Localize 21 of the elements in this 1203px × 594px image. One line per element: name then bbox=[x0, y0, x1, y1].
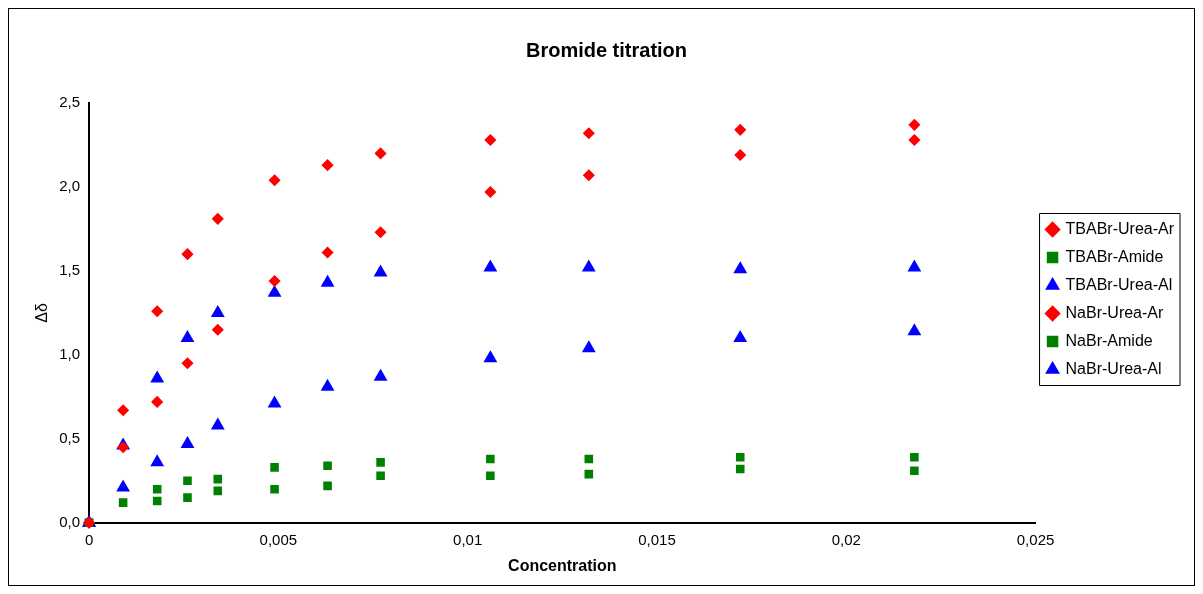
y-tick-label: 1,5 bbox=[59, 261, 81, 279]
x-tick-label: 0,025 bbox=[1016, 530, 1055, 548]
x-tick-label: 0 bbox=[84, 530, 94, 548]
chart-title: Bromide titration bbox=[525, 38, 688, 61]
y-axis-title: Δδ bbox=[33, 303, 51, 323]
legend-label: NaBr-Urea-Al bbox=[1065, 359, 1162, 377]
y-tick-label: 1,0 bbox=[59, 345, 81, 363]
y-tick-label: 2,0 bbox=[59, 177, 81, 195]
y-tick-label: 0,5 bbox=[59, 428, 81, 446]
x-tick-label: 0,01 bbox=[453, 530, 483, 548]
x-axis-title: Concentration bbox=[508, 556, 617, 574]
x-tick-label: 0,015 bbox=[638, 530, 676, 548]
x-tick-label: 0,005 bbox=[259, 530, 298, 548]
x-tick-label: 0,02 bbox=[831, 530, 861, 548]
y-tick-label: 2,5 bbox=[59, 93, 81, 111]
legend-label: TBABr-Urea-Al bbox=[1065, 275, 1173, 293]
legend-label: NaBr-Urea-Ar bbox=[1065, 303, 1165, 321]
legend-label: TBABr-Amide bbox=[1065, 247, 1164, 265]
legend-label: NaBr-Amide bbox=[1065, 331, 1153, 349]
y-tick-label: 0,0 bbox=[59, 512, 81, 530]
legend-label: TBABr-Urea-Ar bbox=[1065, 219, 1175, 237]
